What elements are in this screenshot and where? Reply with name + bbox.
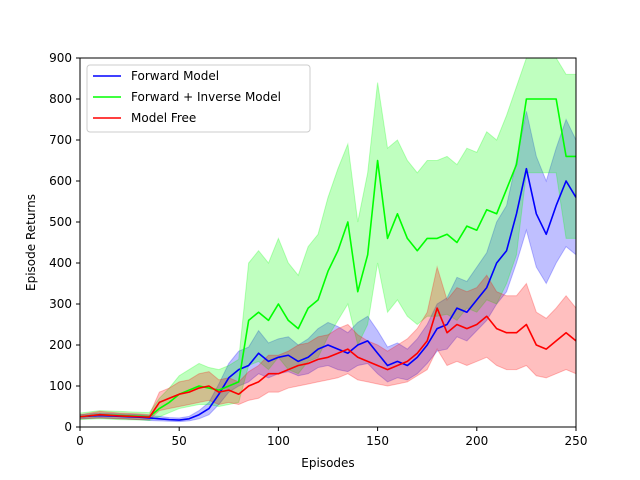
legend: Forward Model Forward + Inverse Model Mode… bbox=[86, 64, 311, 133]
x-axis-ticks: 0 50 100 150 200 250 bbox=[76, 427, 587, 448]
line-series-2 bbox=[79, 307, 577, 418]
x-axis-label: Episodes bbox=[301, 456, 354, 470]
x-tick-label: 150 bbox=[366, 434, 389, 448]
x-tick-label: 0 bbox=[76, 434, 84, 448]
legend-box bbox=[86, 64, 311, 133]
y-tick-label: 0 bbox=[64, 420, 72, 434]
x-tick-label: 200 bbox=[465, 434, 488, 448]
x-tick-label: 50 bbox=[172, 434, 187, 448]
y-tick-label: 700 bbox=[49, 133, 72, 147]
y-tick-label: 900 bbox=[49, 51, 72, 65]
y-tick-label: 400 bbox=[49, 256, 72, 270]
y-tick-label: 300 bbox=[49, 297, 72, 311]
y-tick-label: 200 bbox=[49, 338, 72, 352]
plot-frame bbox=[79, 57, 577, 428]
y-axis-label: Episode Returns bbox=[24, 194, 38, 291]
y-tick-label: 500 bbox=[49, 215, 72, 229]
x-tick-label: 250 bbox=[565, 434, 588, 448]
line-series-1 bbox=[79, 98, 576, 418]
y-tick-label: 800 bbox=[49, 92, 72, 106]
x-tick-label: 100 bbox=[267, 434, 290, 448]
legend-label: Model Free bbox=[131, 111, 196, 125]
series-lines bbox=[79, 98, 577, 421]
legend-label: Forward Model bbox=[131, 69, 219, 83]
legend-label: Forward + Inverse Model bbox=[131, 90, 281, 104]
y-tick-label: 100 bbox=[49, 379, 72, 393]
y-axis-ticks: 0 100 200 300 400 500 600 700 800 900 bbox=[49, 51, 80, 434]
y-tick-label: 600 bbox=[49, 174, 72, 188]
